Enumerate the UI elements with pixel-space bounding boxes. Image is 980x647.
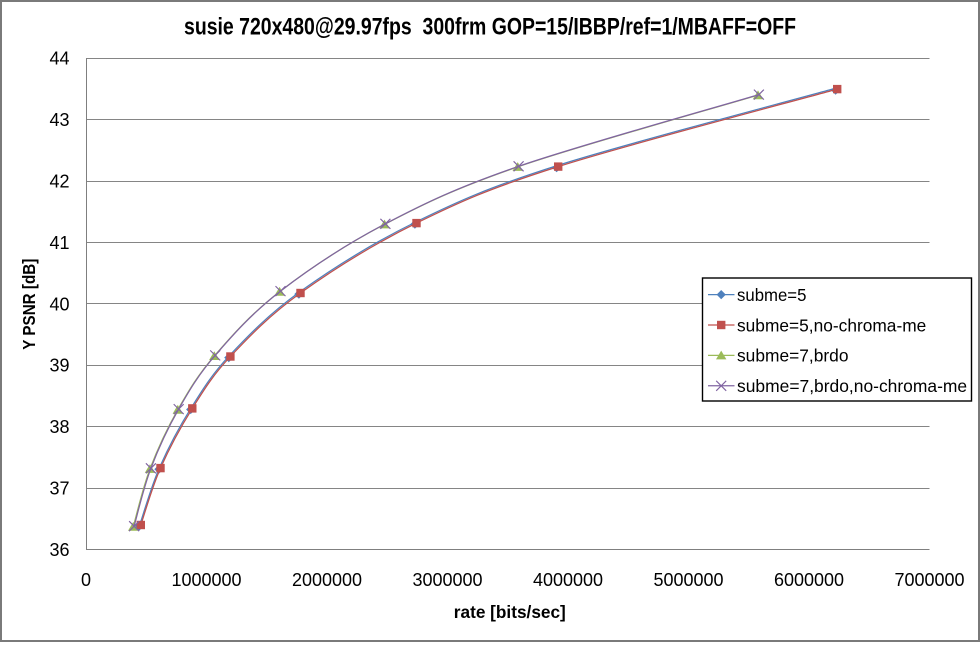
svg-text:subme=5,no-chroma-me: subme=5,no-chroma-me [737, 315, 926, 335]
svg-text:7000000: 7000000 [894, 570, 964, 590]
svg-text:3000000: 3000000 [412, 570, 482, 590]
svg-text:5000000: 5000000 [653, 570, 723, 590]
svg-text:subme=7,brdo: subme=7,brdo [737, 346, 849, 366]
svg-text:rate [bits/sec]: rate [bits/sec] [454, 602, 566, 622]
svg-text:38: 38 [49, 417, 69, 437]
svg-text:0: 0 [81, 570, 91, 590]
svg-text:4000000: 4000000 [533, 570, 603, 590]
svg-text:44: 44 [49, 49, 69, 69]
svg-text:42: 42 [49, 172, 69, 192]
svg-text:Y PSNR [dB]: Y PSNR [dB] [19, 259, 39, 350]
svg-text:subme=5: subme=5 [737, 285, 806, 305]
svg-text:43: 43 [49, 110, 69, 130]
svg-text:6000000: 6000000 [774, 570, 844, 590]
svg-text:37: 37 [49, 479, 69, 499]
svg-text:2000000: 2000000 [292, 570, 362, 590]
svg-text:41: 41 [49, 233, 69, 253]
svg-text:36: 36 [49, 540, 69, 560]
svg-text:subme=7,brdo,no-chroma-me: subme=7,brdo,no-chroma-me [737, 376, 967, 396]
svg-text:susie 720x480@29.97fps 300frm: susie 720x480@29.97fps 300frm GOP=15/IBB… [184, 14, 796, 41]
svg-text:1000000: 1000000 [171, 570, 241, 590]
svg-text:39: 39 [49, 356, 69, 376]
svg-text:40: 40 [49, 294, 69, 314]
